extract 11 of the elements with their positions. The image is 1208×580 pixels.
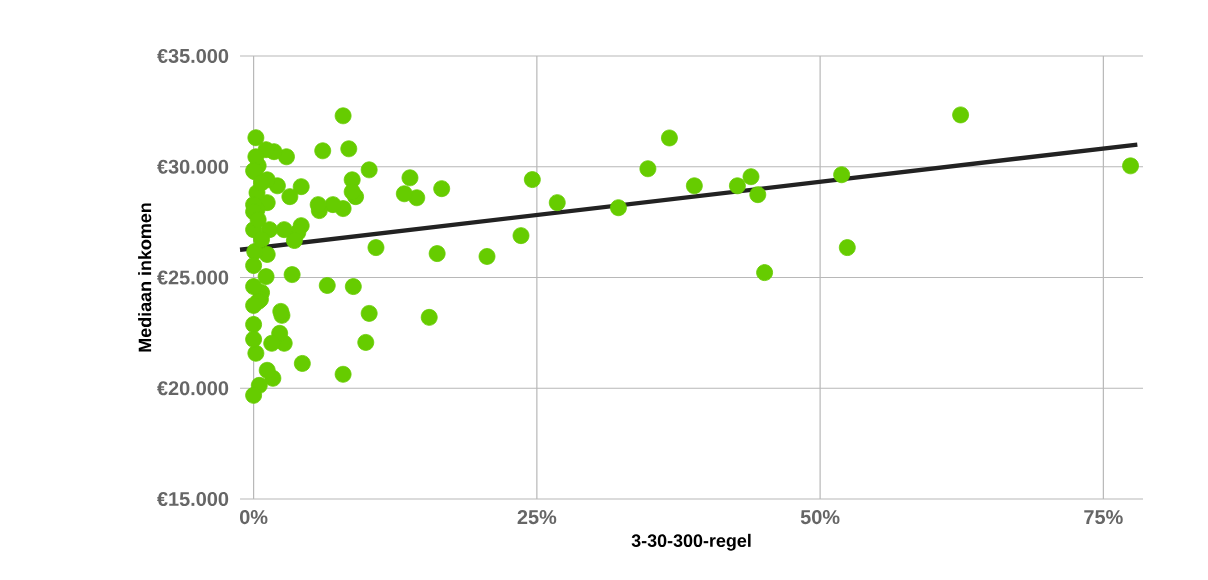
x-axis-title: 3-30-300-regel xyxy=(631,533,751,551)
x-tick-label: 50% xyxy=(800,510,840,525)
y-tick-label: €30.000 xyxy=(157,159,229,174)
y-tick-label: €35.000 xyxy=(157,48,229,64)
x-tick-label: 25% xyxy=(517,510,557,525)
x-tick-label: 75% xyxy=(1084,510,1123,525)
y-tick-label: €25.000 xyxy=(157,270,229,285)
x-tick-label: 0% xyxy=(239,510,268,525)
y-tick-label: €15.000 xyxy=(157,491,229,507)
y-tick-label: €20.000 xyxy=(157,381,229,396)
y-axis-title: Mediaan inkomen xyxy=(138,203,152,352)
